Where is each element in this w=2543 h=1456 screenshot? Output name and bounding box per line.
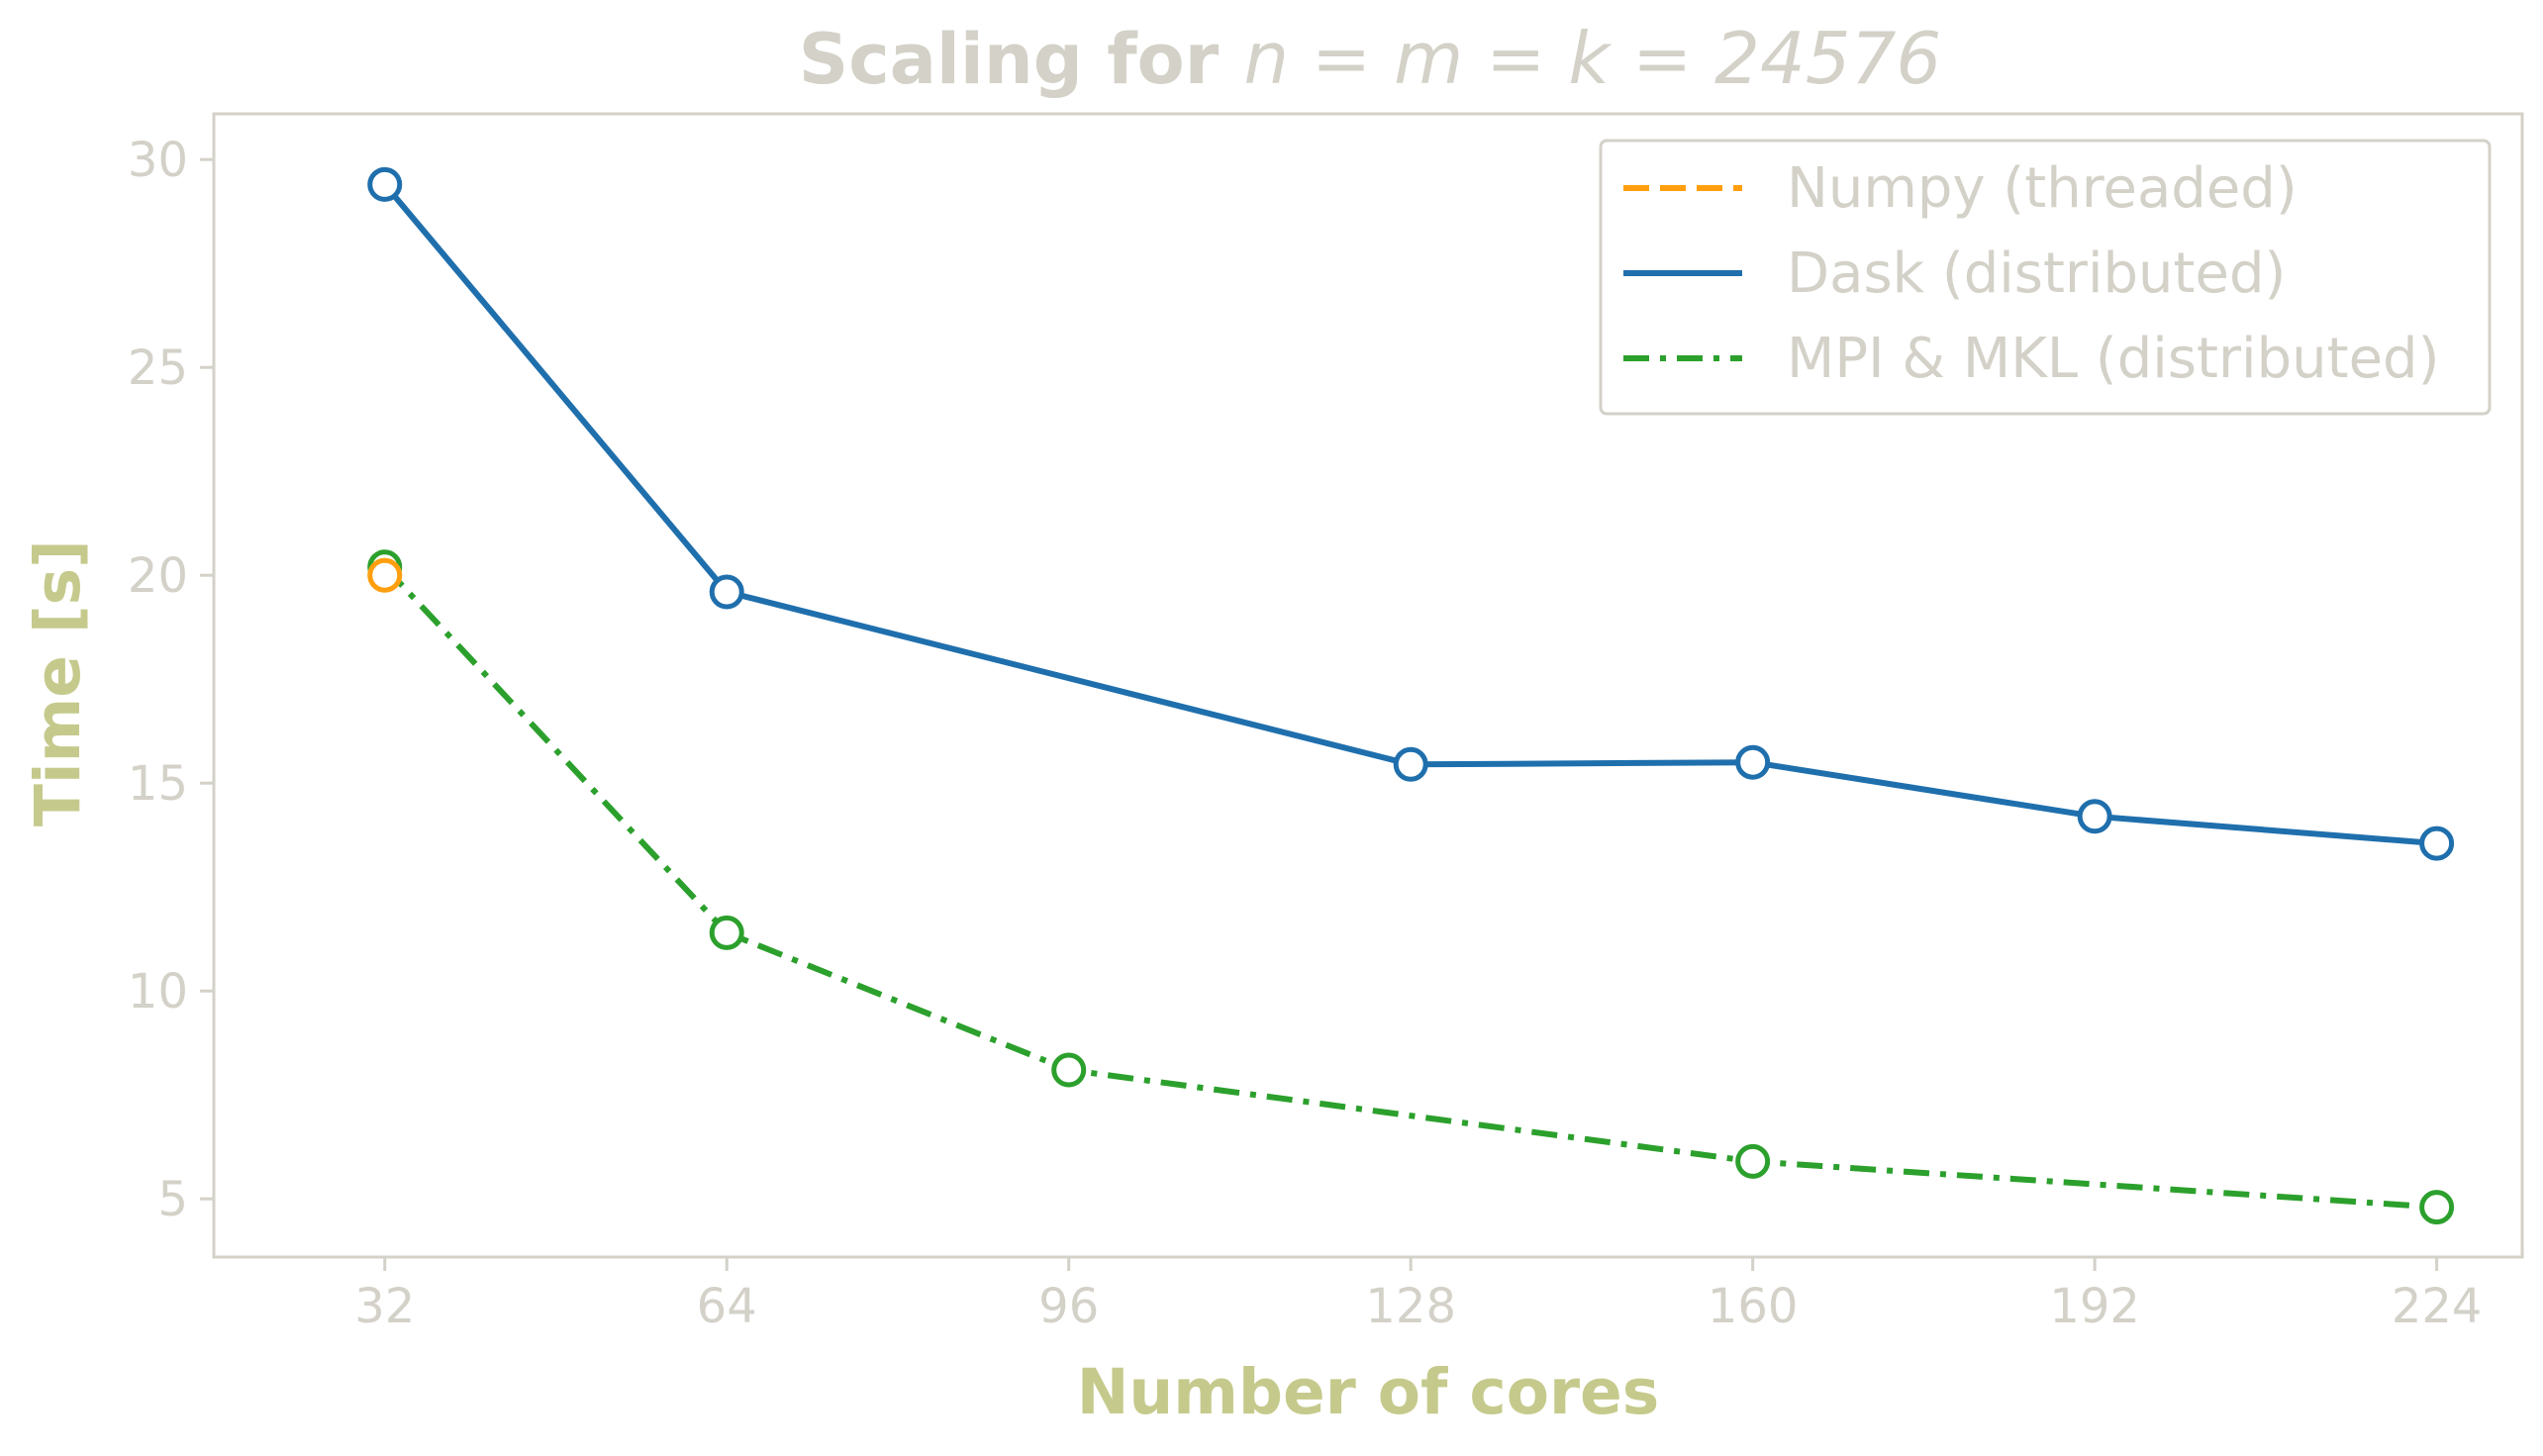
- series-numpy-threaded: [367, 557, 403, 593]
- x-tick-label: 192: [2049, 1279, 2140, 1334]
- series-mpi-mkl-distributed: [367, 549, 2455, 1225]
- chart-title-math: n = m = k = 24576: [1243, 17, 1941, 100]
- data-point-dask-distributed: [709, 574, 744, 610]
- plot-frame: [212, 112, 2524, 1259]
- y-tick-label: 5: [157, 1172, 188, 1227]
- series-layer: [367, 166, 2455, 1225]
- x-tick-label: 96: [1038, 1279, 1099, 1334]
- series-line-dask-distributed: [382, 182, 2437, 847]
- x-axis-title: Number of cores: [1077, 1356, 1660, 1428]
- data-point-dask-distributed: [2077, 799, 2112, 834]
- x-tick-label: 224: [2392, 1279, 2483, 1334]
- legend-label-dask-distributed: Dask (distributed): [1787, 242, 2286, 306]
- legend-label-mpi-mkl-distributed: MPI & MKL (distributed): [1787, 327, 2439, 391]
- data-point-dask-distributed: [1735, 744, 1771, 780]
- y-axis-title: Time [s]: [22, 539, 94, 826]
- data-point-dask-distributed: [367, 166, 403, 202]
- y-tick-label: 25: [128, 340, 188, 396]
- chart-title: Scaling for n = m = k = 24576: [799, 17, 1941, 100]
- data-point-numpy-threaded: [367, 557, 403, 593]
- y-tick-label: 15: [128, 756, 188, 812]
- legend-box: [1599, 139, 2492, 416]
- data-point-mpi-mkl-distributed: [709, 915, 744, 950]
- data-point-mpi-mkl-distributed: [1051, 1052, 1087, 1088]
- data-point-mpi-mkl-distributed: [1735, 1143, 1771, 1179]
- data-point-mpi-mkl-distributed: [2419, 1190, 2455, 1225]
- y-tick-label: 20: [128, 548, 188, 604]
- x-tick-label: 160: [1708, 1279, 1799, 1334]
- data-point-dask-distributed: [2419, 825, 2455, 861]
- series-dask-distributed: [367, 166, 2455, 861]
- x-tick-label: 64: [697, 1279, 757, 1334]
- y-tick-label: 10: [128, 964, 188, 1019]
- data-point-dask-distributed: [1393, 746, 1428, 782]
- x-tick-label: 32: [354, 1279, 415, 1334]
- legend: Numpy (threaded) Dask (distributed) MPI & …: [1599, 139, 2492, 416]
- y-tick-label: 30: [128, 133, 188, 188]
- series-line-mpi-mkl-distributed: [382, 564, 2437, 1211]
- x-tick-label: 128: [1365, 1279, 1456, 1334]
- legend-label-numpy-threaded: Numpy (threaded): [1787, 156, 2298, 221]
- chart-title-text: Scaling for: [799, 19, 1220, 100]
- axis-ticks: 32 64 96 128 160 192 224 5 10 15 20 25 30: [128, 133, 2483, 1334]
